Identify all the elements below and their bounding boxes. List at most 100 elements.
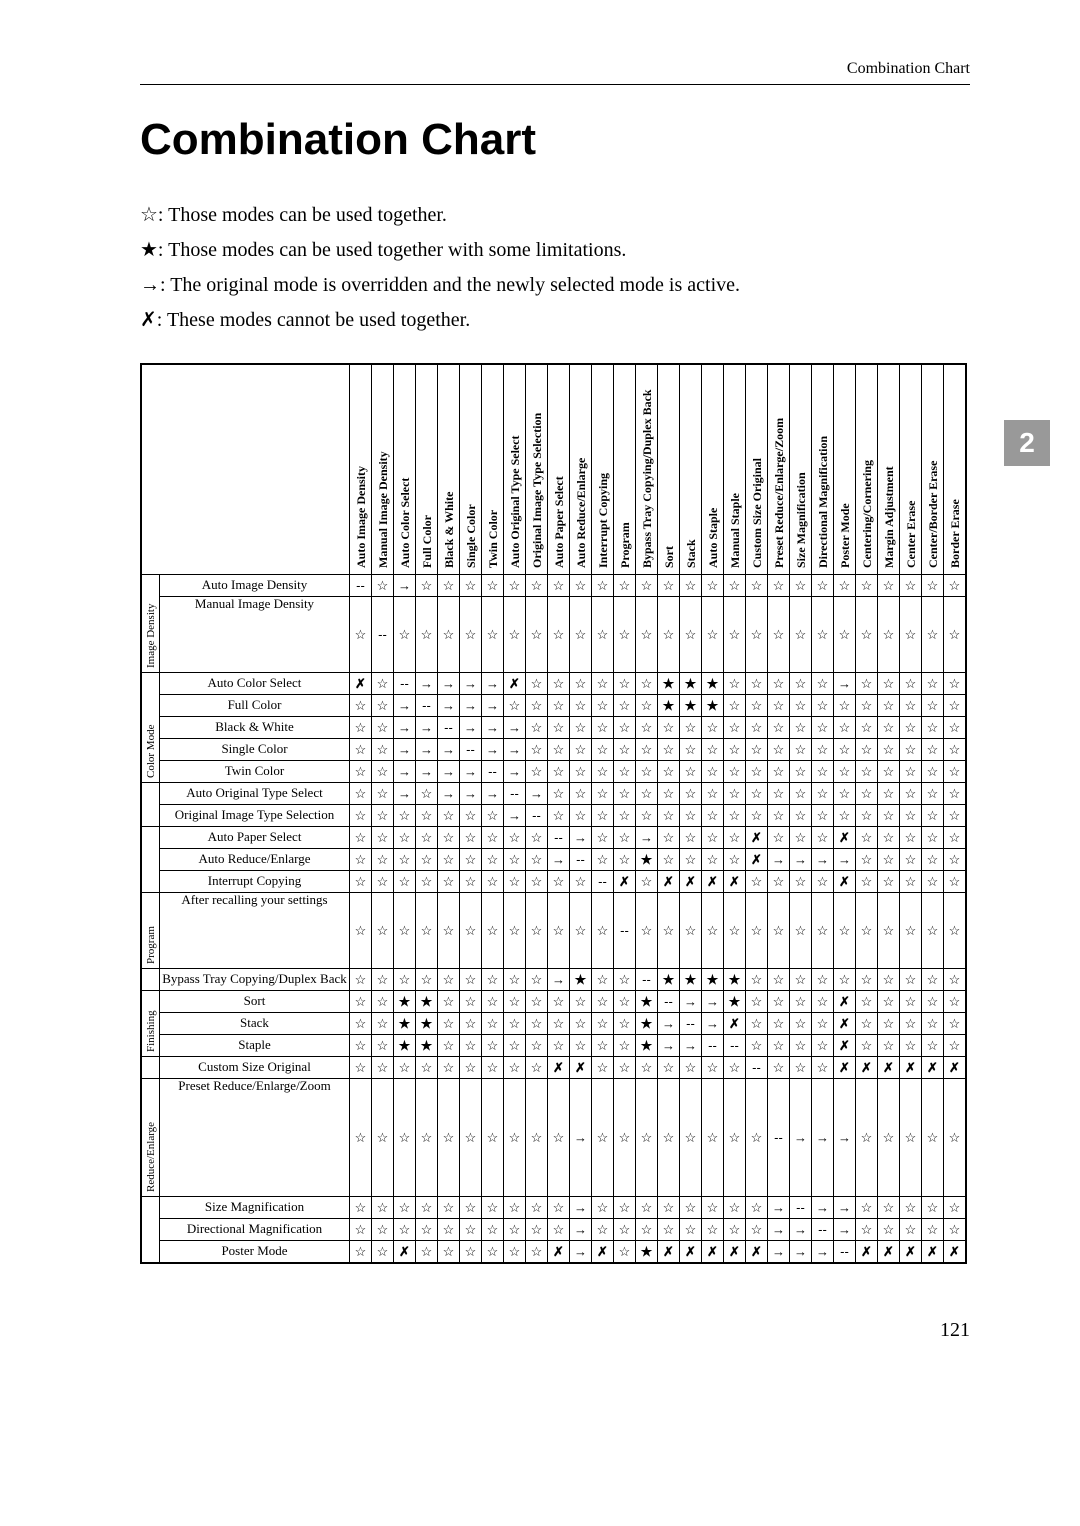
matrix-cell: ☆ xyxy=(394,1197,416,1219)
matrix-cell: ☆ xyxy=(460,871,482,893)
matrix-cell: ☆ xyxy=(438,1079,460,1197)
matrix-cell: ☆ xyxy=(636,673,658,695)
matrix-cell: -- xyxy=(768,1079,790,1197)
matrix-cell: ☆ xyxy=(394,871,416,893)
matrix-cell: ☆ xyxy=(614,805,636,827)
matrix-cell: ☆ xyxy=(922,673,944,695)
matrix-cell: ☆ xyxy=(526,1241,548,1263)
matrix-cell: ☆ xyxy=(658,783,680,805)
matrix-cell: ☆ xyxy=(658,761,680,783)
matrix-cell: ☆ xyxy=(878,1079,900,1197)
matrix-cell: ☆ xyxy=(790,575,812,597)
matrix-cell: ☆ xyxy=(834,739,856,761)
matrix-cell: → xyxy=(504,761,526,783)
matrix-cell: ☆ xyxy=(460,1013,482,1035)
matrix-cell: → xyxy=(680,1035,702,1057)
matrix-cell: → xyxy=(416,761,438,783)
matrix-cell: → xyxy=(460,673,482,695)
col-header-label: Auto Staple xyxy=(706,508,721,568)
matrix-cell: ☆ xyxy=(592,893,614,969)
matrix-cell: ★ xyxy=(394,1035,416,1057)
matrix-cell: ☆ xyxy=(372,783,394,805)
matrix-cell: -- xyxy=(482,761,504,783)
matrix-cell: ☆ xyxy=(350,991,372,1013)
matrix-cell: ☆ xyxy=(416,969,438,991)
matrix-cell: ☆ xyxy=(350,893,372,969)
matrix-cell: ☆ xyxy=(548,673,570,695)
matrix-cell: ☆ xyxy=(724,1057,746,1079)
matrix-cell: ☆ xyxy=(350,969,372,991)
matrix-cell: ✗ xyxy=(922,1241,944,1263)
matrix-cell: ☆ xyxy=(614,695,636,717)
row-group-label: Program xyxy=(145,926,157,964)
matrix-cell: ☆ xyxy=(746,695,768,717)
matrix-cell: ☆ xyxy=(482,1035,504,1057)
matrix-cell: ☆ xyxy=(460,969,482,991)
matrix-cell: ☆ xyxy=(856,717,878,739)
matrix-cell: ☆ xyxy=(746,717,768,739)
matrix-cell: ☆ xyxy=(922,597,944,673)
matrix-cell: ☆ xyxy=(680,893,702,969)
matrix-cell: → xyxy=(570,1241,592,1263)
matrix-cell: ☆ xyxy=(944,783,966,805)
matrix-cell: ☆ xyxy=(526,575,548,597)
matrix-cell: ☆ xyxy=(372,673,394,695)
matrix-cell: ☆ xyxy=(812,1057,834,1079)
matrix-cell: ☆ xyxy=(460,597,482,673)
matrix-cell: ☆ xyxy=(922,761,944,783)
matrix-cell: → xyxy=(504,805,526,827)
matrix-cell: ☆ xyxy=(812,783,834,805)
matrix-cell: ★ xyxy=(394,991,416,1013)
matrix-cell: ☆ xyxy=(768,893,790,969)
matrix-cell: ☆ xyxy=(614,1079,636,1197)
row-label: Bypass Tray Copying/Duplex Back xyxy=(160,969,350,991)
matrix-cell: ☆ xyxy=(812,717,834,739)
matrix-cell: -- xyxy=(724,1035,746,1057)
matrix-cell: ☆ xyxy=(812,695,834,717)
col-header: Directional Magnification xyxy=(812,365,834,575)
matrix-cell: ☆ xyxy=(702,827,724,849)
matrix-cell: ☆ xyxy=(790,673,812,695)
matrix-cell: ☆ xyxy=(372,827,394,849)
col-header: Bypass Tray Copying/Duplex Back xyxy=(636,365,658,575)
matrix-cell: ☆ xyxy=(856,991,878,1013)
matrix-cell: ☆ xyxy=(768,575,790,597)
matrix-cell: ☆ xyxy=(658,1079,680,1197)
matrix-cell: ☆ xyxy=(900,893,922,969)
matrix-cell: ☆ xyxy=(702,783,724,805)
matrix-cell: ☆ xyxy=(482,871,504,893)
matrix-cell: ☆ xyxy=(526,991,548,1013)
matrix-cell: ☆ xyxy=(592,597,614,673)
matrix-cell: ☆ xyxy=(658,1197,680,1219)
matrix-cell: ☆ xyxy=(614,1197,636,1219)
matrix-cell: ☆ xyxy=(614,827,636,849)
matrix-cell: ☆ xyxy=(746,893,768,969)
matrix-cell: → xyxy=(658,1035,680,1057)
matrix-cell: ☆ xyxy=(658,739,680,761)
matrix-cell: ☆ xyxy=(438,575,460,597)
matrix-cell: ☆ xyxy=(636,783,658,805)
col-header: Custom Size Original xyxy=(746,365,768,575)
matrix-cell: → xyxy=(834,849,856,871)
matrix-cell: ☆ xyxy=(702,805,724,827)
matrix-cell: ☆ xyxy=(900,871,922,893)
matrix-cell: ☆ xyxy=(592,1035,614,1057)
matrix-cell: ☆ xyxy=(768,717,790,739)
matrix-cell: ☆ xyxy=(768,1057,790,1079)
matrix-cell: ☆ xyxy=(350,827,372,849)
matrix-cell: ☆ xyxy=(856,849,878,871)
matrix-cell: ☆ xyxy=(416,827,438,849)
matrix-cell: ✗ xyxy=(724,1013,746,1035)
col-header: Auto Staple xyxy=(702,365,724,575)
matrix-cell: ☆ xyxy=(416,1197,438,1219)
matrix-cell: ☆ xyxy=(548,739,570,761)
matrix-cell: ☆ xyxy=(548,695,570,717)
matrix-cell: → xyxy=(438,783,460,805)
matrix-cell: ☆ xyxy=(790,805,812,827)
matrix-cell: ☆ xyxy=(724,893,746,969)
col-header-label: Sort xyxy=(662,546,677,568)
row-group-header xyxy=(142,1197,160,1263)
matrix-cell: ☆ xyxy=(768,783,790,805)
matrix-cell: ★ xyxy=(680,969,702,991)
header-rule xyxy=(140,84,970,85)
